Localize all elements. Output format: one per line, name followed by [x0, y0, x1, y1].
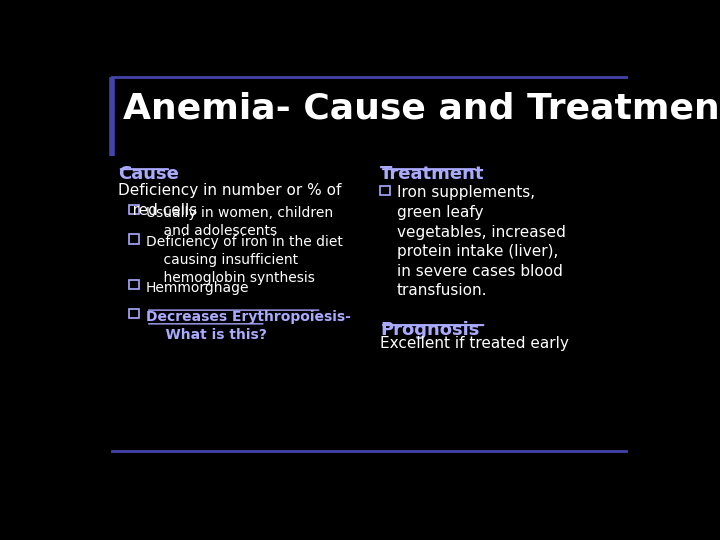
- Text: Usually in women, children
    and adolescents: Usually in women, children and adolescen…: [145, 206, 333, 238]
- Text: Decreases Erythropoiesis-
    What is this?: Decreases Erythropoiesis- What is this?: [145, 310, 351, 342]
- Text: Cause: Cause: [118, 165, 179, 183]
- Bar: [129, 234, 139, 244]
- Text: Anemia- Cause and Treatment: Anemia- Cause and Treatment: [124, 91, 720, 125]
- Text: Deficiency in number or % of
   red cells: Deficiency in number or % of red cells: [118, 183, 341, 218]
- Text: Deficiency of iron in the diet
    causing insufficient
    hemoglobin synthesis: Deficiency of iron in the diet causing i…: [145, 235, 343, 285]
- Text: Iron supplements,
green leafy
vegetables, increased
protein intake (liver),
in s: Iron supplements, green leafy vegetables…: [397, 185, 566, 298]
- Bar: [380, 186, 390, 195]
- Text: Treatment: Treatment: [380, 165, 485, 183]
- Bar: [129, 309, 139, 319]
- Text: Hemmorghage: Hemmorghage: [145, 281, 249, 295]
- Text: Prognosis: Prognosis: [380, 321, 480, 339]
- Bar: [129, 205, 139, 214]
- Text: Excellent if treated early: Excellent if treated early: [380, 336, 569, 351]
- Bar: [129, 280, 139, 289]
